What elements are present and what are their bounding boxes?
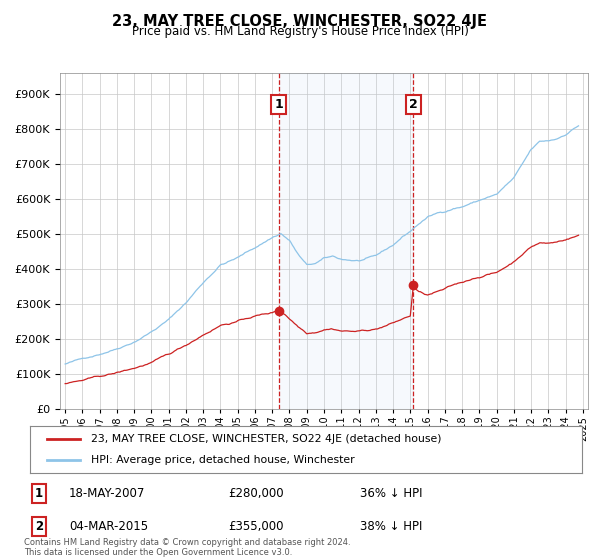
Text: Price paid vs. HM Land Registry's House Price Index (HPI): Price paid vs. HM Land Registry's House … xyxy=(131,25,469,38)
Text: £355,000: £355,000 xyxy=(228,520,284,533)
Text: 1: 1 xyxy=(35,487,43,501)
Text: 38% ↓ HPI: 38% ↓ HPI xyxy=(360,520,422,533)
Bar xyxy=(278,73,413,409)
Text: 36% ↓ HPI: 36% ↓ HPI xyxy=(360,487,422,501)
Text: Contains HM Land Registry data © Crown copyright and database right 2024.
This d: Contains HM Land Registry data © Crown c… xyxy=(24,538,350,557)
Text: 23, MAY TREE CLOSE, WINCHESTER, SO22 4JE: 23, MAY TREE CLOSE, WINCHESTER, SO22 4JE xyxy=(113,14,487,29)
Text: 1: 1 xyxy=(274,98,283,111)
Text: 04-MAR-2015: 04-MAR-2015 xyxy=(69,520,148,533)
Text: 23, MAY TREE CLOSE, WINCHESTER, SO22 4JE (detached house): 23, MAY TREE CLOSE, WINCHESTER, SO22 4JE… xyxy=(91,434,441,444)
Text: £280,000: £280,000 xyxy=(228,487,284,501)
Text: 2: 2 xyxy=(35,520,43,533)
Text: HPI: Average price, detached house, Winchester: HPI: Average price, detached house, Winc… xyxy=(91,455,355,465)
Text: 2: 2 xyxy=(409,98,418,111)
Text: 18-MAY-2007: 18-MAY-2007 xyxy=(69,487,145,501)
